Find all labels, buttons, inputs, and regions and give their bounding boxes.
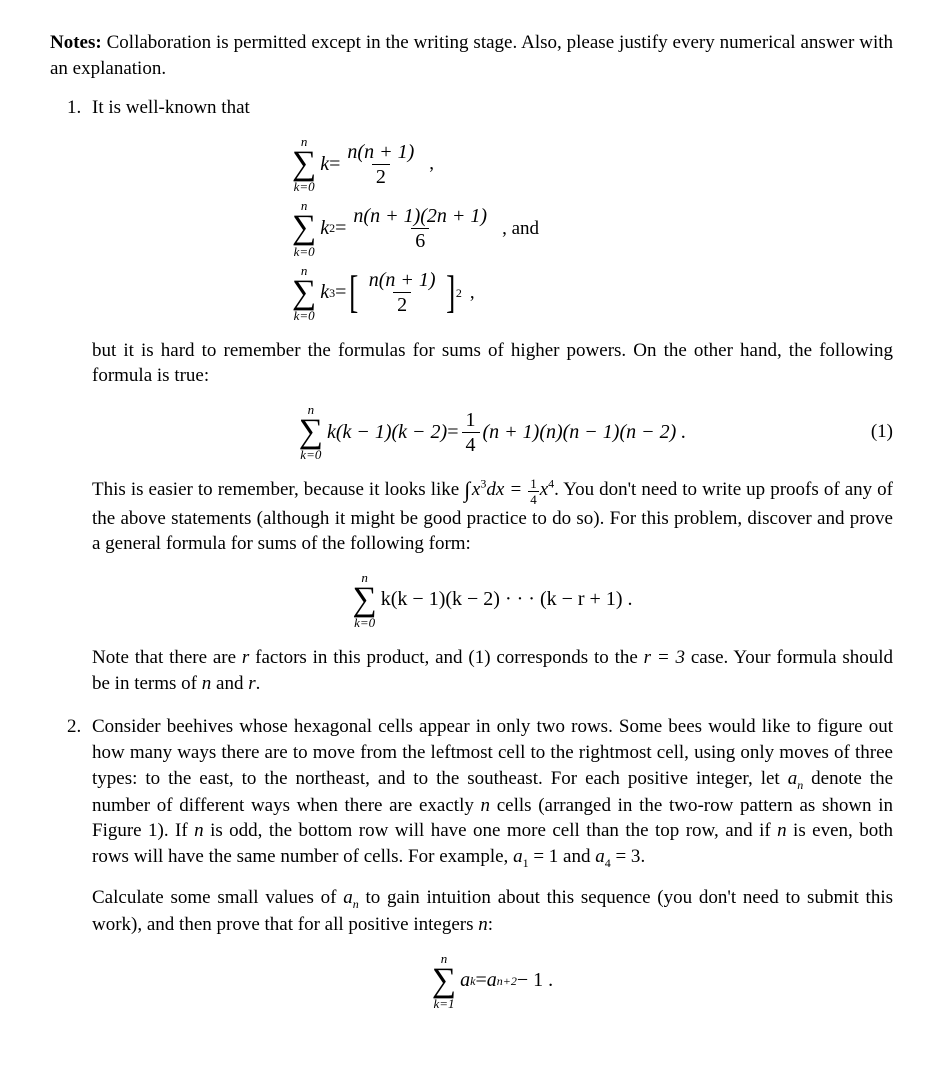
p1-para4: Note that there are r factors in this pr… — [92, 645, 893, 696]
p1-para2: but it is hard to remember the formulas … — [92, 338, 893, 389]
bracketed-fraction: [ n(n + 1) 2 ] — [346, 269, 457, 316]
inline-fraction: 14 — [528, 477, 539, 506]
sigma-icon: n ∑ k=0 — [292, 199, 316, 257]
p2-eq: n ∑ k=1 ak = an+2 − 1 . — [92, 952, 893, 1010]
sigma-icon: n ∑ k=0 — [299, 403, 323, 461]
problem-list: It is well-known that n ∑ k=0 k = n(n + … — [50, 95, 893, 1010]
p1-sum-k2: n ∑ k=0 k2 = n(n + 1)(2n + 1) 6 , and — [92, 199, 893, 257]
p1-para3: This is easier to remember, because it l… — [92, 475, 893, 556]
sigma-icon: n ∑ k=0 — [292, 135, 316, 193]
fraction: n(n + 1) 2 — [343, 141, 418, 188]
notes-paragraph: Notes: Collaboration is permitted except… — [50, 30, 893, 81]
p1-eq2: n ∑ k=0 k(k − 1)(k − 2) · · · (k − r + 1… — [92, 571, 893, 629]
fraction: 1 4 — [462, 409, 480, 456]
equation-number: (1) — [871, 419, 893, 445]
p1-sum-k3: n ∑ k=0 k3 = [ n(n + 1) 2 — [92, 264, 893, 322]
p2-para1: Consider beehives whose hexagonal cells … — [92, 714, 893, 871]
p1-eq1: n ∑ k=0 k(k − 1)(k − 2) = 1 4 (n + 1)(n)… — [92, 403, 893, 461]
sigma-icon: n ∑ k=0 — [353, 571, 377, 629]
p1-sum-block: n ∑ k=0 k = n(n + 1) 2 , — [92, 135, 893, 322]
p1-sum-k: n ∑ k=0 k = n(n + 1) 2 , — [92, 135, 893, 193]
notes-label: Notes: — [50, 32, 102, 53]
p1-intro: It is well-known that — [92, 95, 893, 121]
p2-para2: Calculate some small values of an to gai… — [92, 885, 893, 938]
problem-2: Consider beehives whose hexagonal cells … — [86, 714, 893, 1009]
fraction: n(n + 1) 2 — [365, 269, 440, 316]
problem-1: It is well-known that n ∑ k=0 k = n(n + … — [86, 95, 893, 696]
integral-icon: ∫ — [464, 477, 470, 502]
sigma-icon: n ∑ k=0 — [292, 264, 316, 322]
notes-text: Collaboration is permitted except in the… — [50, 32, 893, 79]
page: Notes: Collaboration is permitted except… — [0, 0, 943, 1068]
fraction: n(n + 1)(2n + 1) 6 — [349, 205, 491, 252]
sigma-icon: n ∑ k=1 — [432, 952, 456, 1010]
